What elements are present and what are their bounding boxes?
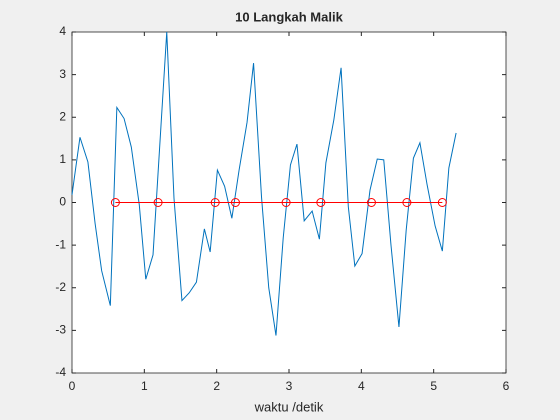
x-tick-label: 3 [286, 379, 293, 393]
y-tick-label: 2 [59, 109, 66, 123]
data-point [366, 198, 376, 207]
data-point [437, 198, 447, 207]
x-axis-label: waktu /detik [254, 399, 324, 414]
data-point [230, 198, 240, 207]
x-tick-label: 5 [430, 379, 437, 393]
x-tick-label: 4 [358, 379, 365, 393]
y-tick-label: 1 [59, 152, 66, 166]
y-tick-label: -1 [55, 237, 66, 251]
x-tick-label: 1 [141, 379, 148, 393]
x-tick-label: 0 [69, 379, 76, 393]
chart-title: 10 Langkah Malik [235, 9, 343, 24]
data-line [71, 31, 457, 336]
y-tick-label: -4 [55, 365, 66, 379]
data-point [210, 198, 220, 207]
data-point [281, 198, 291, 207]
y-tick-label: 3 [59, 67, 66, 81]
data-point [153, 198, 163, 207]
y-tick-label: -2 [55, 280, 66, 294]
x-tick-label: 6 [503, 379, 510, 393]
data-point [110, 198, 120, 207]
y-tick-label: -3 [55, 323, 66, 337]
data-point [316, 198, 326, 207]
y-tick-label: 0 [59, 195, 66, 209]
x-tick-label: 2 [213, 379, 220, 393]
y-tick-label: 4 [59, 24, 66, 38]
data-point [402, 198, 412, 207]
